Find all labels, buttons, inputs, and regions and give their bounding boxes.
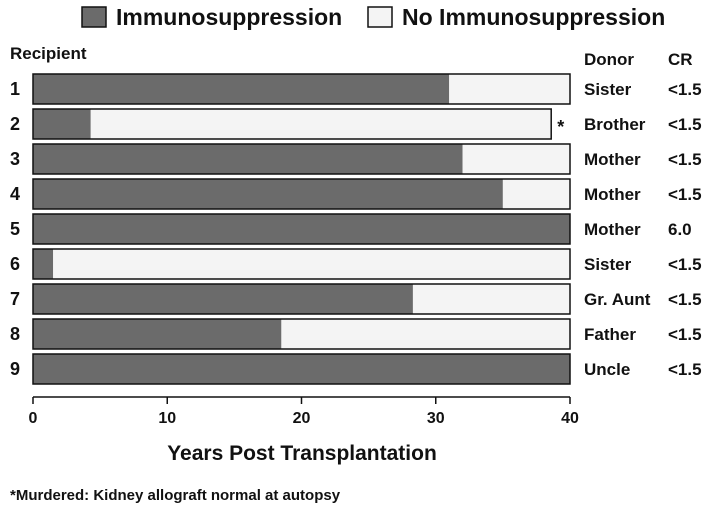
bar-outline-8 [32,318,571,350]
recipient-header: Recipient [10,44,87,63]
recipient-label-6: 6 [10,254,20,274]
donor-label-6: Sister [584,255,632,274]
bars: 1 Sister <1.5 2 * Brother <1.5 3 Mother <1.5 4 Moth… [10,73,702,385]
recipient-label-7: 7 [10,289,20,309]
bar-row-7: 7 Gr. Aunt <1.5 [10,283,702,315]
donor-label-8: Father [584,325,636,344]
cr-value-7: <1.5 [668,290,702,309]
x-tick-label-10: 10 [158,410,176,427]
bar-row-8: 8 Father <1.5 [10,318,702,350]
recipient-label-4: 4 [10,184,20,204]
bar-outline-5 [32,213,571,245]
donor-label-7: Gr. Aunt [584,290,651,309]
bar-no-immunosuppression-3 [462,144,570,174]
bar-outline-2 [32,108,552,140]
bar-immunosuppression-5 [33,214,570,244]
donor-label-1: Sister [584,80,632,99]
cr-value-8: <1.5 [668,325,702,344]
bar-no-immunosuppression-8 [281,319,570,349]
bar-row-3: 3 Mother <1.5 [10,143,702,175]
bar-no-immunosuppression-4 [502,179,570,209]
bar-immunosuppression-1 [33,74,450,104]
bar-row-9: 9 Uncle <1.5 [10,353,702,385]
bar-no-immunosuppression-7 [412,284,570,314]
cr-value-2: <1.5 [668,115,702,134]
bar-immunosuppression-8 [33,319,282,349]
donor-label-3: Mother [584,150,641,169]
cr-value-1: <1.5 [668,80,702,99]
recipient-label-2: 2 [10,114,20,134]
recipient-label-8: 8 [10,324,20,344]
footnote: *Murdered: Kidney allograft normal at au… [10,487,341,504]
x-tick-label-20: 20 [293,410,311,427]
bar-immunosuppression-3 [33,144,463,174]
bar-no-immunosuppression-2 [90,109,552,139]
recipient-label-9: 9 [10,359,20,379]
donor-label-2: Brother [584,115,646,134]
recipient-label-5: 5 [10,219,20,239]
donor-label-5: Mother [584,220,641,239]
recipient-label-3: 3 [10,149,20,169]
cr-value-6: <1.5 [668,255,702,274]
donor-label-4: Mother [584,185,641,204]
bar-row-5: 5 Mother 6.0 [10,213,692,245]
cr-header: CR [668,50,693,69]
x-tick-label-30: 30 [427,410,445,427]
bar-outline-9 [32,353,571,385]
legend: Immunosuppression No Immunosuppression [81,4,665,30]
bar-immunosuppression-2 [33,109,91,139]
bar-outline-1 [32,73,571,105]
x-axis-label: Years Post Transplantation [167,442,437,465]
bar-immunosuppression-9 [33,354,570,384]
donor-label-9: Uncle [584,360,630,379]
bar-outline-7 [32,283,571,315]
legend-label-immunosuppression: Immunosuppression [116,4,342,30]
legend-label-no-immunosuppression: No Immunosuppression [402,4,665,30]
bar-no-immunosuppression-1 [449,74,570,104]
bar-immunosuppression-7 [33,284,413,314]
marker-2: * [557,117,564,137]
bar-row-1: 1 Sister <1.5 [10,73,702,105]
recipient-label-1: 1 [10,79,20,99]
legend-swatch-no-immunosuppression [367,6,393,28]
donor-header: Donor [584,50,634,69]
bar-row-2: 2 * Brother <1.5 [10,108,702,140]
cr-value-9: <1.5 [668,360,702,379]
bar-row-6: 6 Sister <1.5 [10,248,702,280]
cr-value-3: <1.5 [668,150,702,169]
bar-immunosuppression-6 [33,249,54,279]
cr-value-5: 6.0 [668,220,692,239]
x-tick-label-0: 0 [29,410,38,427]
bar-no-immunosuppression-6 [53,249,570,279]
bar-row-4: 4 Mother <1.5 [10,178,702,210]
x-tick-label-40: 40 [561,410,579,427]
legend-swatch-immunosuppression [81,6,107,28]
x-axis: 0 10 20 30 40 [29,396,579,427]
bar-outline-4 [32,178,571,210]
cr-value-4: <1.5 [668,185,702,204]
bar-outline-6 [32,248,571,280]
bar-outline-3 [32,143,571,175]
bar-immunosuppression-4 [33,179,503,209]
